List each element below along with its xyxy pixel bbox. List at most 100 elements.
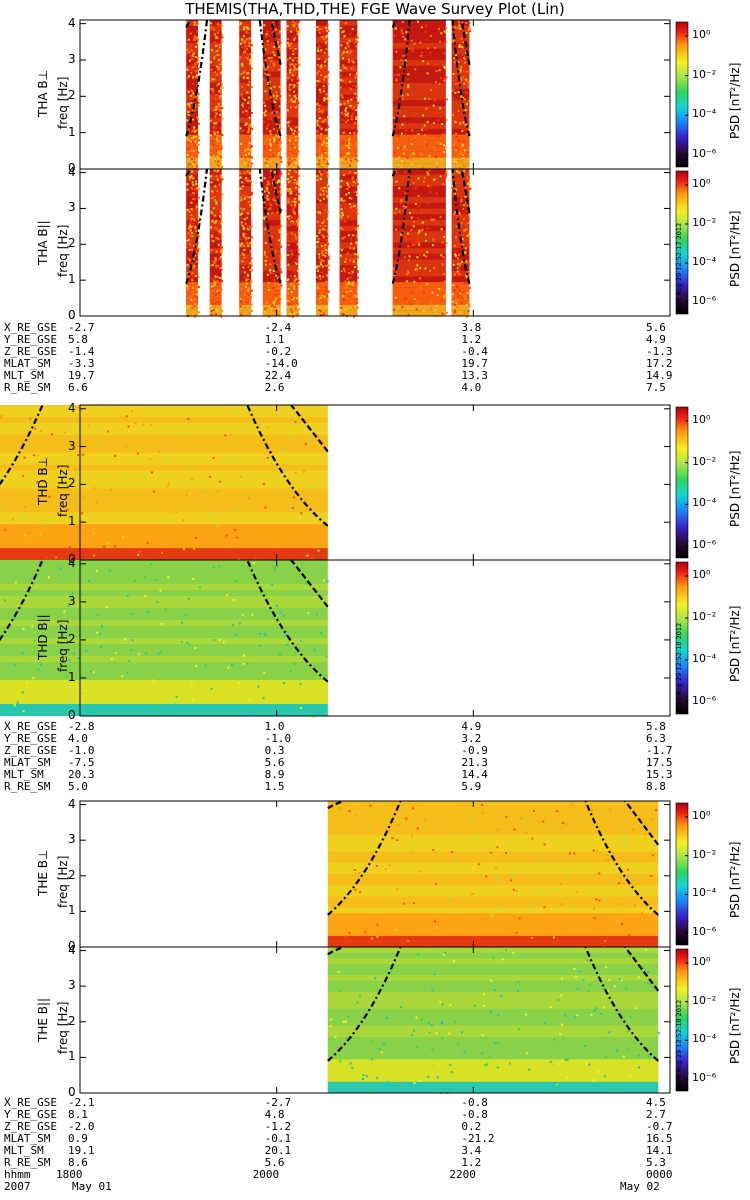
spectrogram-pixel [318,307,321,310]
spectrogram-pixel [344,110,347,113]
spectrogram-pixel [561,1059,564,1062]
spectrogram-pixel [344,934,347,937]
spectrogram-pixel [348,170,351,173]
frequency-band [0,410,328,417]
spectrogram-pixel [243,291,246,294]
spectrogram-pixel [425,239,428,242]
spectrogram-pixel [243,42,246,45]
spectrogram-pixel [240,312,243,315]
spectrogram-pixel [540,862,543,865]
spectrogram-pixel [249,102,252,105]
spectrogram-pixel [352,260,355,263]
spectrogram-pixel [279,190,282,193]
spectrogram-pixel [460,146,463,149]
spectrogram-pixel [455,245,458,248]
spectrogram-pixel [453,244,456,247]
spectrogram-pixel [269,165,272,168]
spectrogram-pixel [239,187,242,190]
frequency-band [286,54,299,61]
spectrogram-pixel [347,144,350,147]
spectrogram-pixel [553,1038,556,1041]
spectrogram-pixel [194,198,197,201]
spectrogram-pixel [354,228,357,231]
spectrogram-pixel [250,127,253,130]
spectrogram-pixel [264,48,267,51]
spectrogram-pixel [210,211,213,214]
spectrogram-pixel [345,142,348,145]
frequency-band [186,123,198,129]
spectrogram-pixel [197,136,200,139]
spectrogram-pixel [23,534,26,537]
spectrogram-pixel [428,97,431,100]
spectrogram-pixel [349,80,352,83]
spectrogram-pixel [342,36,345,39]
spectrogram-pixel [401,20,404,23]
spectrogram-pixel [448,1032,451,1035]
x-tick-label: 0000 [646,1168,673,1181]
spectrogram-pixel [273,283,276,286]
spectrogram-pixel [316,119,319,122]
spectrogram-pixel [327,230,330,233]
spectrogram-pixel [274,250,277,253]
frequency-band [327,952,659,959]
spectrogram-pixel [279,137,282,140]
spectrogram-pixel [289,293,292,296]
spectrogram-pixel [423,140,426,143]
frequency-band [286,123,299,129]
spectrogram-pixel [452,38,455,41]
frequency-band [392,157,446,164]
spectrogram-pixel [247,201,250,204]
spectrogram-pixel [295,272,298,275]
spectrogram-pixel [648,1055,651,1058]
spectrogram-pixel [411,91,414,94]
frequency-band [327,1003,659,1009]
spectrogram-pixel [429,191,432,194]
spectrogram-pixel [325,190,328,193]
spectrogram-pixel [352,259,355,262]
spectrogram-pixel [240,42,243,45]
frequency-band [286,48,299,55]
spectrogram-pixel [397,163,400,166]
ephemeris-value: 20.3 [68,768,95,781]
spectrogram-pixel [452,77,455,80]
frequency-band [262,276,281,283]
spectrogram-pixel [416,238,419,241]
spectrogram-pixel [192,108,195,111]
spectrogram-pixel [82,496,85,499]
spectrogram-pixel [297,130,300,133]
spectrogram-pixel [212,96,215,99]
spectrogram-pixel [461,213,464,216]
spectrogram-pixel [356,1001,359,1004]
spectrogram-pixel [453,25,456,28]
frequency-band [262,231,281,237]
spectrogram-pixel [621,923,624,926]
spectrogram-pixel [458,121,461,124]
spectrogram-pixel [293,107,296,110]
frequency-band [327,862,659,869]
spectrogram-pixel [464,247,467,250]
spectrogram-pixel [247,198,250,201]
spectrogram-pixel [289,102,292,105]
spectrogram-pixel [289,670,292,673]
spectrogram-pixel [247,148,250,151]
ephemeris-value: 22.4 [264,369,292,382]
spectrogram-pixel [220,288,223,291]
panel-label: THA B⊥ [36,69,50,117]
spectrogram-pixel [272,51,275,54]
frequency-band [209,100,222,106]
spectrogram-pixel [287,100,290,103]
spectrogram-pixel [355,191,358,194]
frequency-band [262,100,281,106]
spectrogram-pixel [288,265,291,268]
spectrogram-pixel [191,58,194,61]
spectrogram-pixel [462,144,465,147]
spectrogram-pixel [220,262,223,265]
spectrogram-pixel [186,212,189,215]
spectrogram-pixel [455,225,458,228]
spectrogram-pixel [316,50,319,53]
spectrogram-pixel [640,911,643,914]
ephemeris-value: -1.0 [68,744,95,757]
spectrogram-pixel [455,135,458,138]
spectrogram-pixel [321,188,324,191]
spectrogram-pixel [286,188,289,191]
